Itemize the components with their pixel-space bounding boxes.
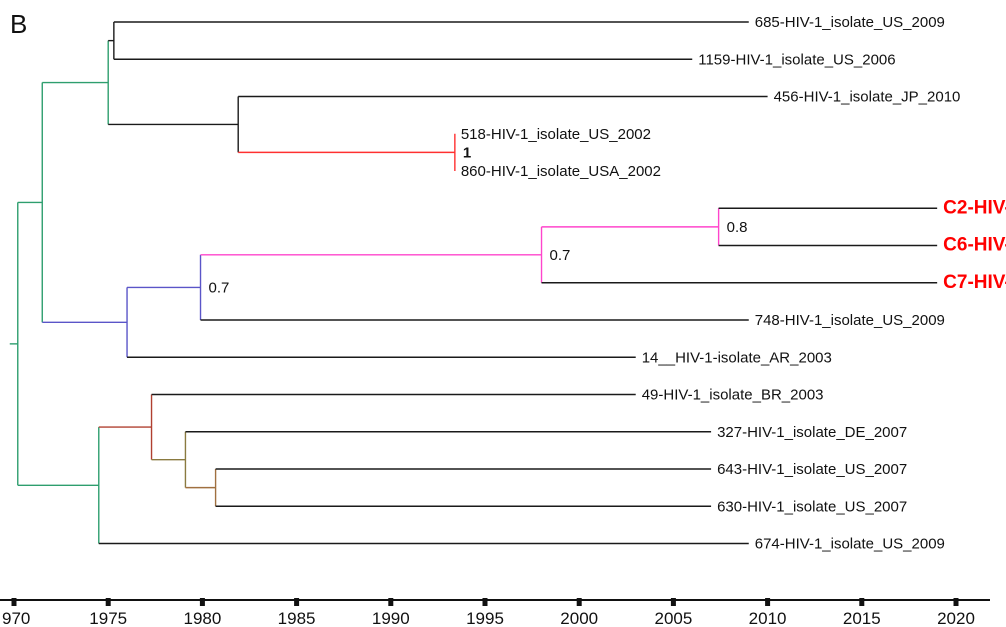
tick-label-1985: 1985 (278, 609, 316, 627)
tip-label-t1159: 1159-HIV-1_isolate_US_2006 (698, 51, 895, 68)
tick-label-2005: 2005 (654, 609, 692, 627)
time-axis: 970 1975 1980 1985 1990 1995 2000 2005 2010 2015 2… (0, 598, 990, 627)
tip-labels: 685-HIV-1_isolate_US_2009 1159-HIV-1_isol… (461, 14, 1006, 553)
axis-ticks: 970 1975 1980 1985 1990 1995 2000 2005 2010 2015 2… (2, 598, 975, 627)
tick-label-1995: 1995 (466, 609, 504, 627)
support-nIT3: 0.7 (550, 247, 571, 264)
tip-label-t860: 860-HIV-1_isolate_USA_2002 (461, 163, 661, 180)
tip-label-t456: 456-HIV-1_isolate_JP_2010 (774, 89, 961, 106)
tip-label-t674: 674-HIV-1_isolate_US_2009 (755, 536, 945, 553)
tip-label-t748: 748-HIV-1_isolate_US_2009 (755, 312, 945, 329)
tip-label-t518: 518-HIV-1_isolate_US_2002 (461, 126, 651, 143)
tick-label-2000: 2000 (560, 609, 598, 627)
tick-label-2015: 2015 (843, 609, 881, 627)
tick-label-2020: 2020 (937, 609, 975, 627)
tip-label-t643: 643-HIV-1_isolate_US_2007 (717, 461, 907, 478)
support-values: 1 0.7 0.7 0.8 (209, 144, 748, 296)
support-n518: 1 (463, 144, 471, 161)
tip-label-t685: 685-HIV-1_isolate_US_2009 (755, 14, 945, 31)
tip-label-t327: 327-HIV-1_isolate_DE_2007 (717, 424, 907, 441)
tick-label-1990: 1990 (372, 609, 410, 627)
tick-label-1970: 970 (2, 609, 30, 627)
tip-label-tC6: C6-HIV-1_isolate_IT_2019 (943, 235, 1006, 256)
tick-label-1975: 1975 (89, 609, 127, 627)
support-nIT2: 0.7 (209, 279, 230, 296)
tip-label-t49: 49-HIV-1_isolate_BR_2003 (642, 387, 824, 404)
tip-label-tC2: C2-HIV-1_isolate_IT_2019 (943, 197, 1006, 218)
tip-label-t14: 14__HIV-1-isolate_AR_2003 (642, 349, 832, 366)
panel-label: B (10, 9, 27, 39)
tip-label-tC7: C7-HIV-1_isolate_IT_2019 (943, 272, 1006, 293)
tick-label-1980: 1980 (183, 609, 221, 627)
support-nIT4: 0.8 (727, 219, 748, 236)
tip-label-t630: 630-HIV-1_isolate_US_2007 (717, 498, 907, 515)
tree-branches (9, 21, 938, 545)
tick-label-2010: 2010 (749, 609, 787, 627)
